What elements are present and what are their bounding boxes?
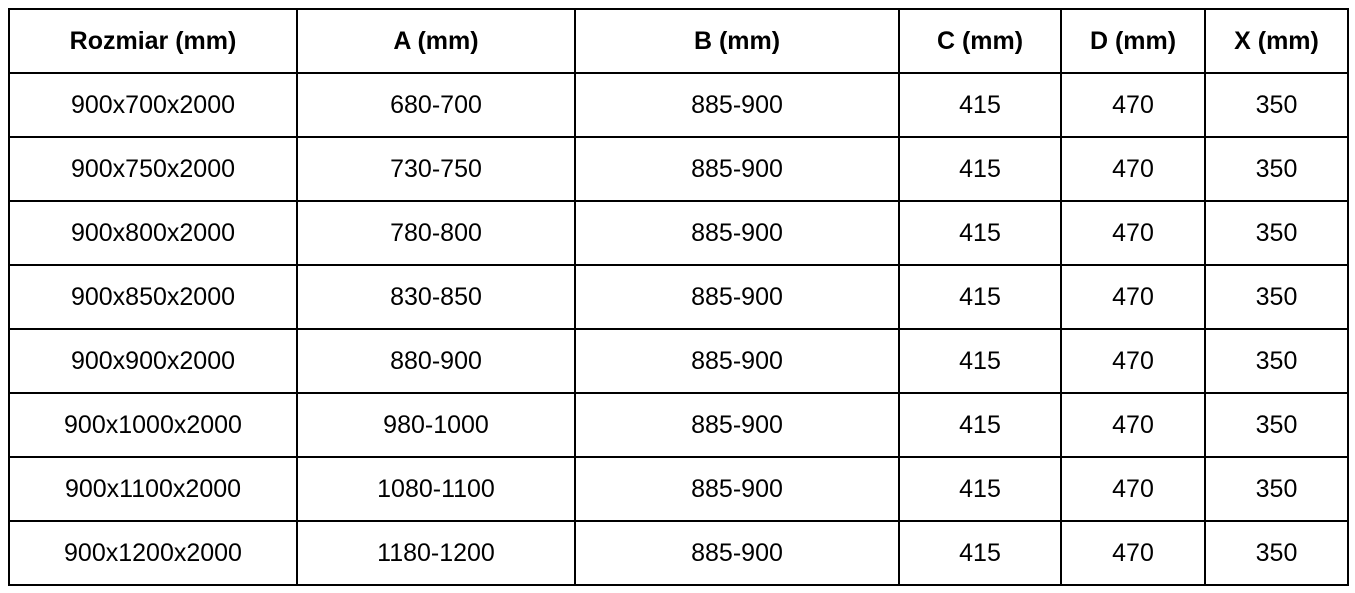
table-cell: 1080-1100 xyxy=(296,456,576,522)
column-header: Rozmiar (mm) xyxy=(8,8,298,74)
table-cell: 470 xyxy=(1060,392,1206,458)
table-cell: 885-900 xyxy=(574,328,900,394)
column-header: A (mm) xyxy=(296,8,576,74)
dimensions-table: Rozmiar (mm) A (mm) B (mm) C (mm) D (mm) X (m… xyxy=(8,8,1349,586)
table-cell: 350 xyxy=(1204,392,1349,458)
header-row: Rozmiar (mm) A (mm) B (mm) C (mm) D (mm) X (m… xyxy=(8,8,1349,74)
table-cell: 350 xyxy=(1204,328,1349,394)
table-cell: 415 xyxy=(898,392,1062,458)
table-cell: 350 xyxy=(1204,200,1349,266)
table-cell: 470 xyxy=(1060,264,1206,330)
table-cell: 880-900 xyxy=(296,328,576,394)
table-cell: 350 xyxy=(1204,520,1349,586)
table-row: 900x1100x2000 1080-1100 885-900 415 470 350 xyxy=(8,456,1349,522)
table-cell: 900x750x2000 xyxy=(8,136,298,202)
column-header: D (mm) xyxy=(1060,8,1206,74)
table-cell: 415 xyxy=(898,328,1062,394)
table-cell: 885-900 xyxy=(574,264,900,330)
table-cell: 470 xyxy=(1060,328,1206,394)
table-cell: 900x1100x2000 xyxy=(8,456,298,522)
table-cell: 885-900 xyxy=(574,392,900,458)
table-cell: 350 xyxy=(1204,72,1349,138)
table-cell: 885-900 xyxy=(574,72,900,138)
table-cell: 980-1000 xyxy=(296,392,576,458)
table-cell: 350 xyxy=(1204,136,1349,202)
table-cell: 470 xyxy=(1060,456,1206,522)
table-row: 900x800x2000 780-800 885-900 415 470 350 xyxy=(8,200,1349,266)
table-cell: 900x700x2000 xyxy=(8,72,298,138)
table-cell: 730-750 xyxy=(296,136,576,202)
table-row: 900x700x2000 680-700 885-900 415 470 350 xyxy=(8,72,1349,138)
table-cell: 470 xyxy=(1060,136,1206,202)
table-cell: 900x850x2000 xyxy=(8,264,298,330)
table-cell: 780-800 xyxy=(296,200,576,266)
table-cell: 415 xyxy=(898,456,1062,522)
table-cell: 415 xyxy=(898,72,1062,138)
column-header: X (mm) xyxy=(1204,8,1349,74)
table-row: 900x1200x2000 1180-1200 885-900 415 470 350 xyxy=(8,520,1349,586)
table-cell: 900x900x2000 xyxy=(8,328,298,394)
table-row: 900x1000x2000 980-1000 885-900 415 470 350 xyxy=(8,392,1349,458)
table-cell: 830-850 xyxy=(296,264,576,330)
column-header: B (mm) xyxy=(574,8,900,74)
table-cell: 900x1000x2000 xyxy=(8,392,298,458)
table-cell: 415 xyxy=(898,200,1062,266)
table-cell: 470 xyxy=(1060,520,1206,586)
table-cell: 885-900 xyxy=(574,520,900,586)
table-cell: 415 xyxy=(898,520,1062,586)
table-cell: 415 xyxy=(898,136,1062,202)
table-cell: 900x1200x2000 xyxy=(8,520,298,586)
table-cell: 470 xyxy=(1060,200,1206,266)
table-cell: 415 xyxy=(898,264,1062,330)
table-cell: 680-700 xyxy=(296,72,576,138)
table-cell: 885-900 xyxy=(574,136,900,202)
table-cell: 1180-1200 xyxy=(296,520,576,586)
table-cell: 900x800x2000 xyxy=(8,200,298,266)
table-cell: 470 xyxy=(1060,72,1206,138)
table-cell: 350 xyxy=(1204,456,1349,522)
table-cell: 350 xyxy=(1204,264,1349,330)
table-row: 900x850x2000 830-850 885-900 415 470 350 xyxy=(8,264,1349,330)
column-header: C (mm) xyxy=(898,8,1062,74)
table-cell: 885-900 xyxy=(574,200,900,266)
table-cell: 885-900 xyxy=(574,456,900,522)
table-row: 900x750x2000 730-750 885-900 415 470 350 xyxy=(8,136,1349,202)
table-row: 900x900x2000 880-900 885-900 415 470 350 xyxy=(8,328,1349,394)
